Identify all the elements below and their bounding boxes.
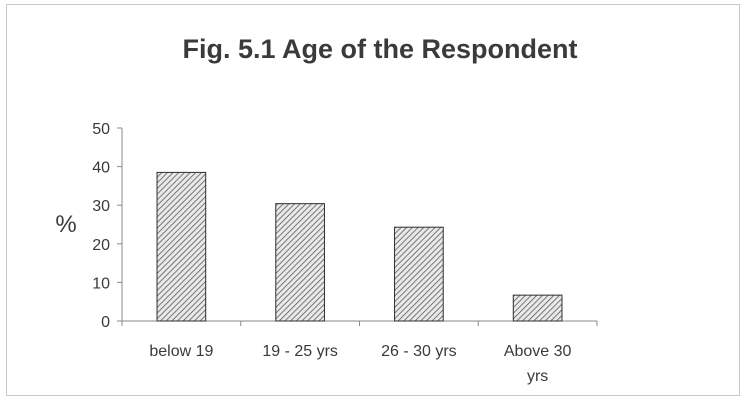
x-tick-label: 26 - 30 yrs [381, 343, 457, 360]
x-tick-label: 19 - 25 yrs [262, 343, 338, 360]
bar [275, 203, 325, 322]
chart-frame [6, 4, 740, 396]
x-tick-label: below 19 [149, 343, 213, 360]
y-tick-label: 50 [92, 121, 110, 138]
x-tick-label: Above 30 yrs [504, 343, 572, 385]
y-tick-label: 40 [92, 160, 110, 177]
y-axis: 0 10 20 30 40 50 [92, 121, 123, 331]
chart-title: Fig. 5.1 Age of the Respondent [182, 34, 577, 64]
bar [512, 294, 563, 322]
bars [156, 171, 563, 322]
bar [156, 171, 207, 322]
y-tick-label: 0 [101, 314, 110, 331]
x-axis: below 19 19 - 25 yrs 26 - 30 yrs Above 30 yr… [121, 320, 598, 385]
y-axis-label: % [55, 211, 76, 238]
y-tick-label: 10 [92, 275, 110, 292]
bar [394, 226, 444, 322]
y-tick-label: 20 [92, 237, 110, 254]
y-tick-label: 30 [92, 198, 110, 215]
